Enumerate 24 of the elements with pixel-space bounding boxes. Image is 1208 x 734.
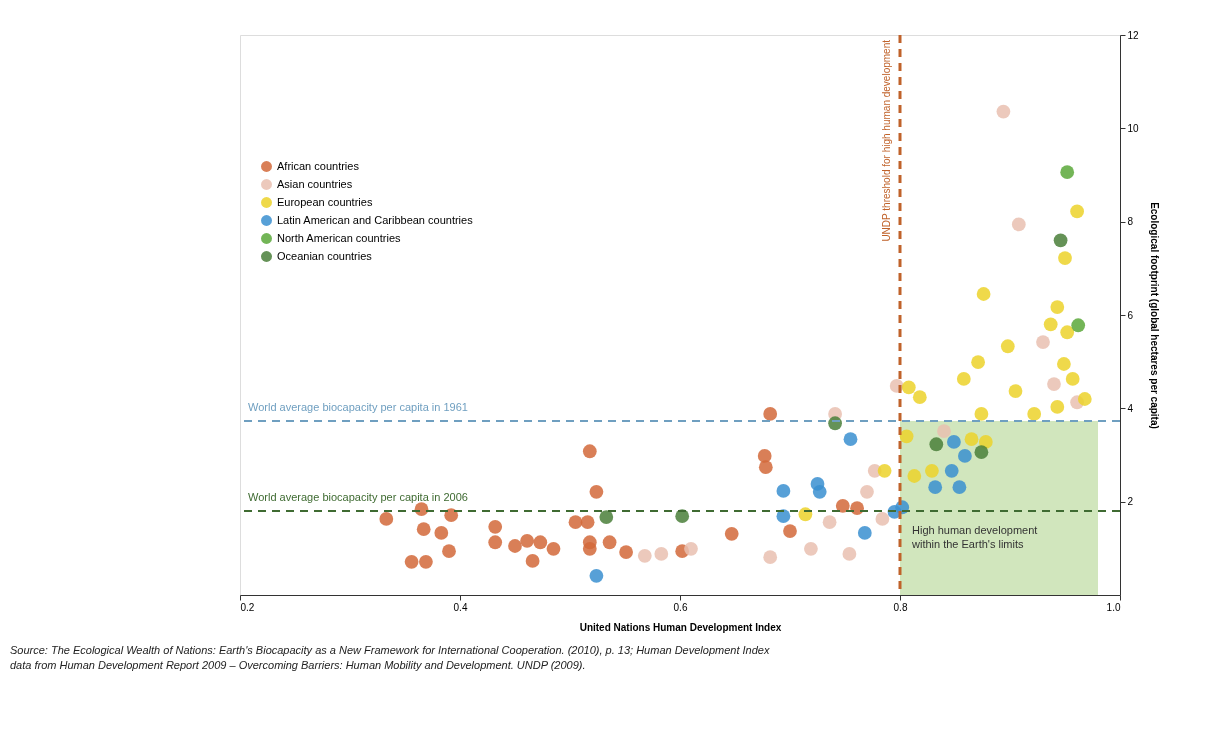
x-tick-label: 0.2 bbox=[240, 601, 255, 613]
legend-label: Asian countries bbox=[277, 177, 353, 190]
y-tick-label: 10 bbox=[1127, 122, 1140, 134]
x-tick-label: 0.8 bbox=[893, 601, 908, 613]
legend-label: European countries bbox=[277, 195, 373, 208]
legend-label: African countries bbox=[277, 159, 360, 172]
ref-line-label: World average biocapacity per capita in 1961 bbox=[248, 400, 468, 413]
ref-line-label: UNDP threshold for high human development bbox=[881, 39, 892, 242]
band-label: High human development within the Earth's limits bbox=[911, 524, 1038, 550]
legend-label: North American countries bbox=[277, 231, 401, 244]
x-tick-label: 1.0 bbox=[1106, 601, 1121, 613]
ref-line-label: World average biocapacity per capita in 2006 bbox=[248, 491, 468, 503]
y-tick-label: 4 bbox=[1127, 402, 1134, 414]
y-tick-label: 6 bbox=[1127, 309, 1134, 321]
x-axis-title: United Nations Human Development Index bbox=[579, 621, 782, 633]
y-axis-title: Ecological footprint (global hectares per capita) bbox=[1148, 202, 1160, 429]
source-note: Source: The Ecological Wealth of Nations: Earth's Biocapacity as a New Framework for International Cooperation. (2010), p. 13; Human Development Index data from Human Development Report 2009 – Overcoming Barriers: Human Mobility and Development. UNDP (2009). bbox=[10, 644, 770, 671]
y-tick-label: 8 bbox=[1127, 216, 1134, 228]
x-tick-label: 0.6 bbox=[673, 601, 688, 613]
x-tick-label: 0.4 bbox=[453, 601, 468, 613]
legend-label: Latin American and Caribbean countries bbox=[277, 213, 474, 226]
y-tick-label: 2 bbox=[1127, 496, 1134, 508]
y-tick-label: 12 bbox=[1127, 29, 1140, 41]
legend-label: Oceanian countries bbox=[277, 249, 373, 262]
